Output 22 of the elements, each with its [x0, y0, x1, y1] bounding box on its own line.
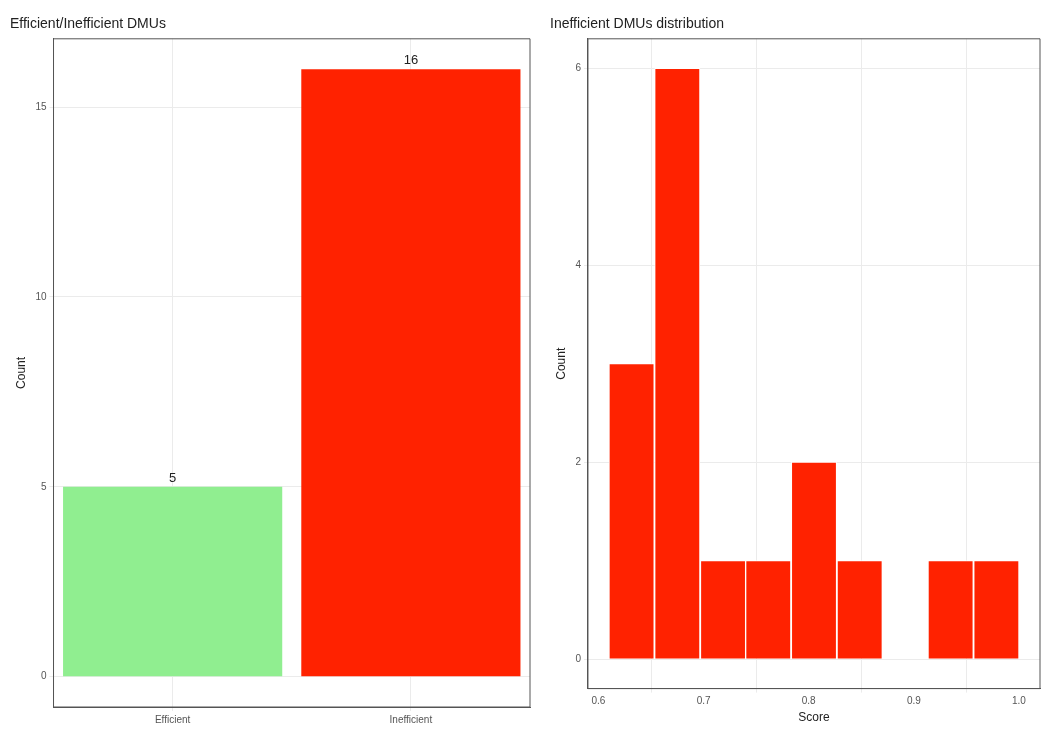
data-label: 5: [169, 469, 177, 485]
y-tick-label: 6: [575, 62, 582, 74]
y-tick-label: 0: [40, 670, 47, 682]
x-axis-title: Score: [798, 710, 830, 725]
y-tick-label: 2: [575, 455, 582, 467]
y-tick-label: 4: [575, 259, 582, 270]
y-axis-title: Count: [13, 356, 28, 389]
x-tick-label: 0.6: [591, 695, 606, 707]
y-tick-label: 0: [575, 652, 582, 664]
x-tick-label: 0.7: [696, 695, 711, 707]
data-label: 16: [403, 52, 419, 68]
y-tick-label: 15: [35, 100, 47, 112]
x-tick-label: Efficient: [154, 713, 191, 725]
y-axis-title: Count: [553, 347, 568, 380]
chart-title: Efficient/Inefficient DMUs: [10, 15, 166, 32]
x-tick-label: 0.9: [906, 695, 922, 707]
x-tick-label: 1.0: [1012, 695, 1027, 707]
x-tick-label: 0.8: [801, 695, 817, 707]
chart-title: Inefficient DMUs distribution: [550, 15, 725, 32]
y-tick-label: 5: [40, 480, 47, 492]
x-tick-label: Inefficient: [389, 713, 433, 725]
y-tick-label: 10: [35, 290, 47, 302]
